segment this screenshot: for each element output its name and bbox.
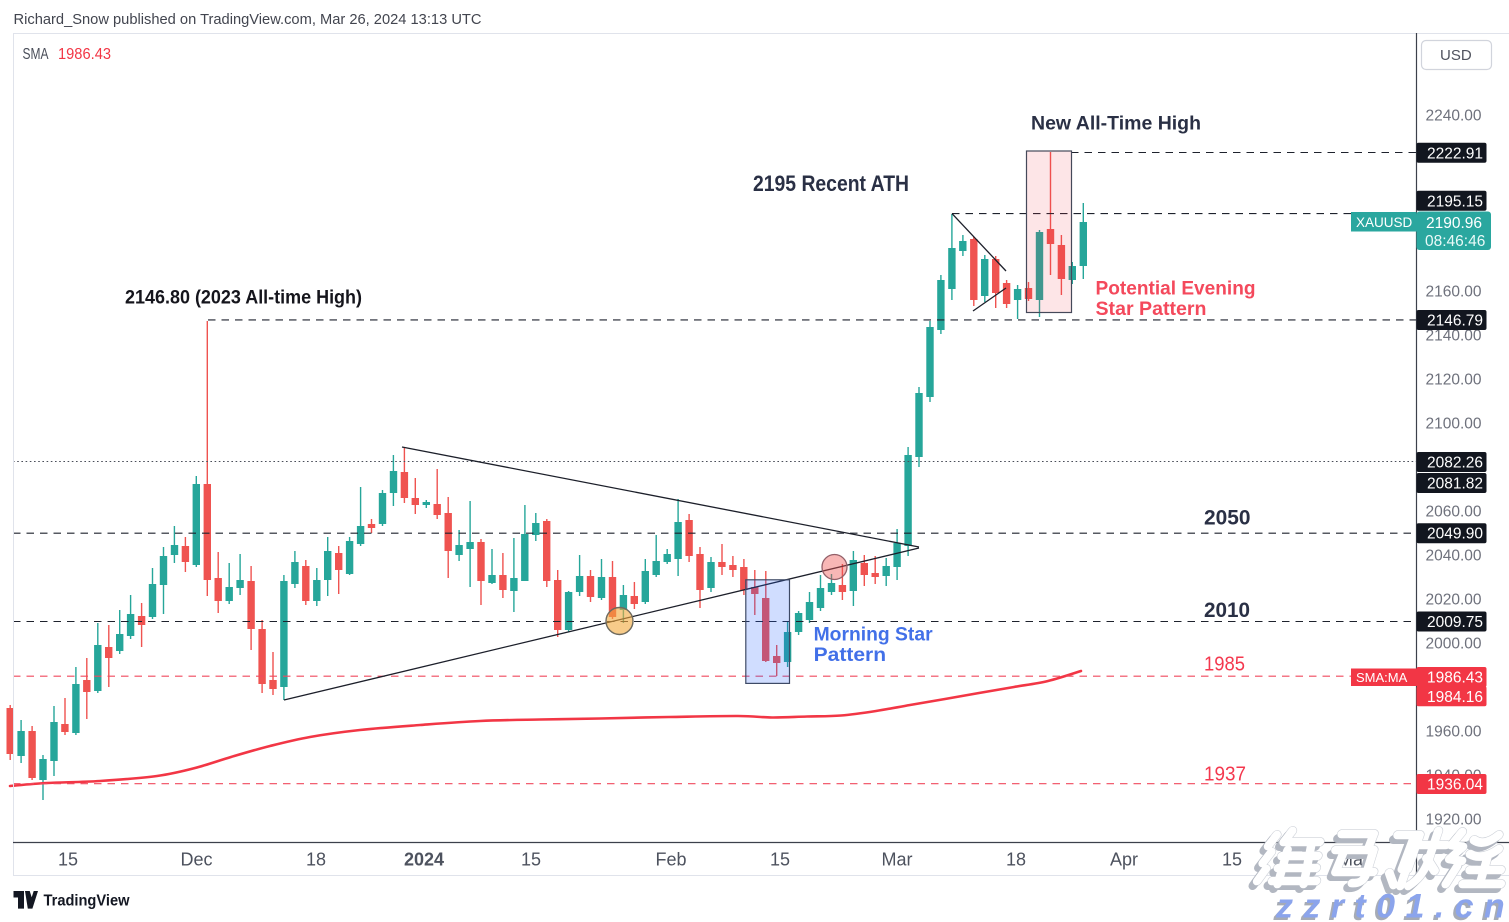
svg-text:zzrt01.cn: zzrt01.cn [1273,890,1509,922]
svg-text:2020.00: 2020.00 [1426,592,1482,609]
svg-text:2146.80 (2023 All-time High): 2146.80 (2023 All-time High) [125,288,362,309]
svg-text:1920.00: 1920.00 [1426,812,1482,829]
svg-text:2050: 2050 [1204,506,1251,529]
svg-text:Morning Star: Morning Star [814,625,934,646]
svg-text:2100.00: 2100.00 [1426,416,1482,433]
svg-text:2049.90: 2049.90 [1427,526,1483,543]
svg-text:SMA: SMA [23,46,49,63]
svg-text:2081.82: 2081.82 [1427,476,1483,493]
svg-text:USD: USD [1440,47,1472,64]
svg-text:TradingView: TradingView [44,893,131,910]
svg-text:2195 Recent ATH: 2195 Recent ATH [753,171,909,196]
svg-text:15: 15 [58,849,78,869]
svg-text:New All-Time High: New All-Time High [1031,114,1201,135]
svg-text:2195.15: 2195.15 [1427,193,1483,210]
svg-text:2222.91: 2222.91 [1427,145,1483,162]
svg-text:2120.00: 2120.00 [1426,372,1482,389]
svg-text:2146.79: 2146.79 [1427,313,1483,330]
svg-text:2190.96: 2190.96 [1426,215,1482,232]
svg-text:Mar: Mar [882,849,913,869]
svg-text:1960.00: 1960.00 [1426,724,1482,741]
svg-text:SMA:MA: SMA:MA [1356,670,1408,685]
svg-text:18: 18 [306,849,326,869]
svg-text:Richard_Snow published on Trad: Richard_Snow published on TradingView.co… [14,11,482,28]
svg-text:1984.16: 1984.16 [1427,689,1483,706]
svg-text:18: 18 [1006,849,1026,869]
svg-text:Star Pattern: Star Pattern [1096,299,1207,320]
svg-text:2082.26: 2082.26 [1427,455,1483,472]
svg-text:2160.00: 2160.00 [1426,284,1482,301]
svg-text:15: 15 [521,849,541,869]
svg-text:2040.00: 2040.00 [1426,548,1482,565]
svg-text:1936.04: 1936.04 [1427,777,1483,794]
svg-text:Apr: Apr [1110,849,1138,869]
svg-text:15: 15 [770,849,790,869]
svg-text:2000.00: 2000.00 [1426,636,1482,653]
svg-text:2024: 2024 [404,849,444,869]
svg-text:08:46:46: 08:46:46 [1425,233,1485,250]
svg-text:2240.00: 2240.00 [1426,108,1482,125]
svg-text:1986.43: 1986.43 [1427,670,1483,687]
svg-text:zzrt01.cn: zzrt01.cn [1275,888,1509,922]
svg-text:15: 15 [1222,849,1242,869]
svg-text:Dec: Dec [180,849,212,869]
svg-text:Pattern: Pattern [814,645,887,666]
svg-text:Potential Evening: Potential Evening [1096,278,1256,299]
svg-text:2140.00: 2140.00 [1426,328,1482,345]
svg-text:2010: 2010 [1204,599,1250,622]
svg-text:XAUUSD: XAUUSD [1356,215,1413,230]
svg-text:2060.00: 2060.00 [1426,504,1482,521]
svg-text:1937: 1937 [1204,763,1246,786]
svg-text:Feb: Feb [655,849,686,869]
svg-text:1986.43: 1986.43 [58,46,111,63]
svg-text:1985: 1985 [1204,653,1245,676]
svg-text:2009.75: 2009.75 [1427,614,1483,631]
